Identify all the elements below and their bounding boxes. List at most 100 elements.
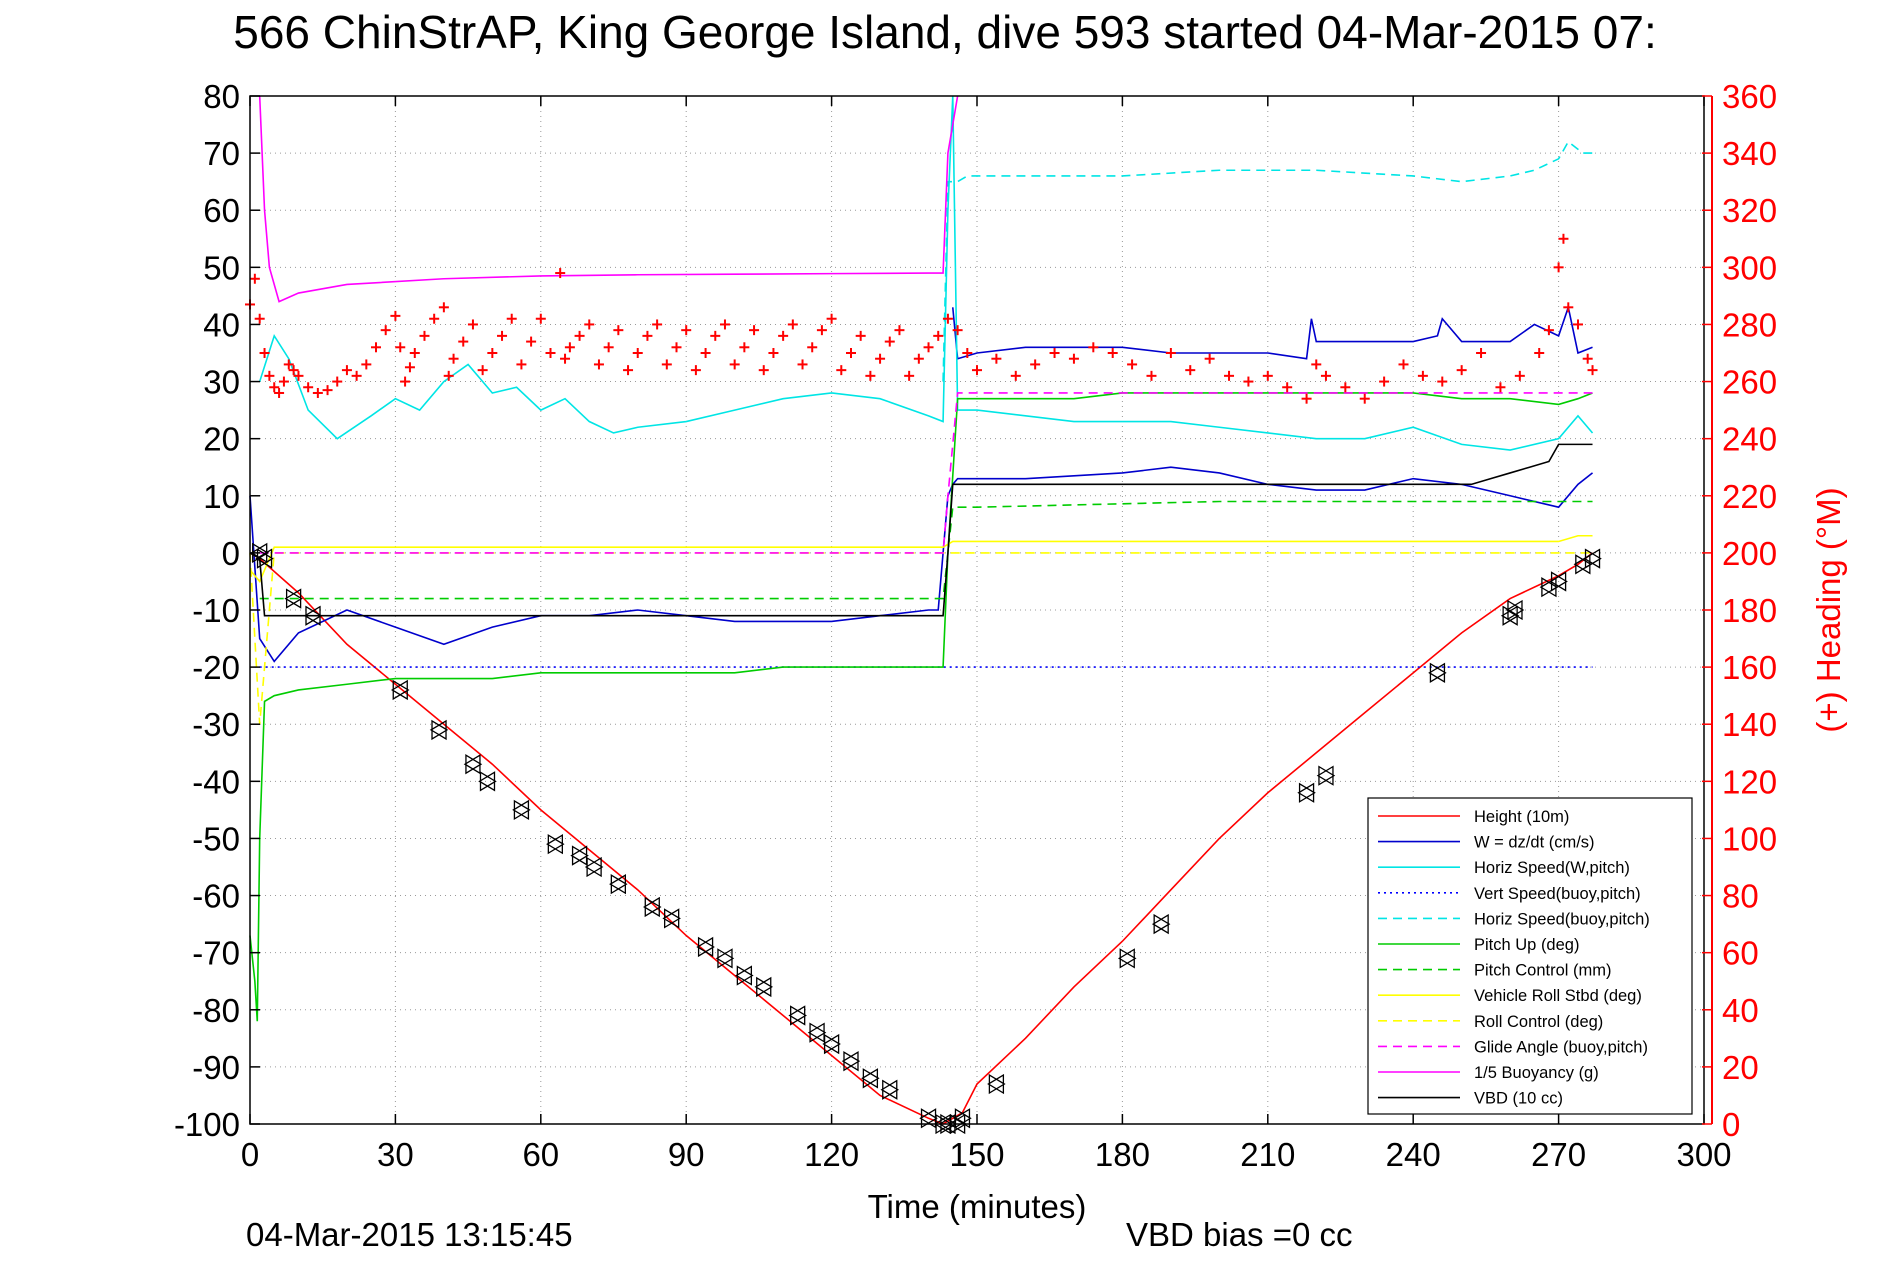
series-line-pitch-control-mm — [259, 500, 1593, 600]
position-marker-back — [609, 873, 626, 895]
y2-tick-label: 260 — [1722, 364, 1777, 401]
heading-point — [322, 385, 333, 396]
position-marker-back — [284, 588, 302, 609]
position-marker-back — [662, 908, 680, 929]
heading-point — [1301, 393, 1312, 404]
vbd-bias-label: VBD bias =0 cc — [1126, 1216, 1353, 1253]
heading-point — [807, 342, 818, 353]
position-marker-back — [570, 845, 588, 866]
heading-point — [303, 382, 314, 393]
position-marker-back — [512, 799, 530, 821]
heading-point — [371, 342, 382, 353]
position-marker-back — [1505, 599, 1523, 621]
heading-point — [361, 359, 372, 370]
series-line-glide-angle-buoy-pitch — [259, 392, 1593, 554]
y2-tick-label: 280 — [1722, 306, 1777, 343]
heading-point — [1543, 325, 1554, 336]
y2-tick-label: 80 — [1722, 878, 1759, 915]
heading-point — [1320, 370, 1331, 381]
heading-point — [341, 365, 352, 376]
heading-point — [467, 319, 478, 330]
heading-point — [429, 313, 440, 324]
heading-point — [1582, 353, 1593, 364]
heading-point — [574, 330, 585, 341]
heading-point — [845, 348, 856, 358]
heading-point — [1572, 319, 1583, 330]
heading-point — [1437, 376, 1448, 387]
heading-point — [1010, 370, 1021, 381]
heading-point — [1558, 233, 1569, 244]
heading-point — [1553, 262, 1564, 273]
heading-point — [1340, 382, 1351, 393]
heading-point — [942, 313, 953, 324]
right-y-axis-label: (+) Heading (°M) — [1810, 487, 1847, 732]
y-tick-label: 50 — [203, 249, 240, 286]
series-lines — [249, 95, 1594, 1125]
y2-tick-label: 300 — [1722, 249, 1777, 286]
series-line-vbd-10-cc — [249, 443, 1593, 617]
heading-point — [739, 342, 750, 353]
legend-label: Pitch Up (deg) — [1474, 936, 1579, 954]
heading-point — [962, 348, 973, 358]
position-marker-back — [735, 965, 753, 986]
heading-point — [904, 370, 915, 381]
legend-label: W = dz/dt (cm/s) — [1474, 834, 1595, 852]
position-marker-back — [754, 976, 772, 998]
position-marker-back — [1117, 948, 1135, 969]
x-axis-label: Time (minutes) — [868, 1188, 1087, 1225]
y2-tick-label: 40 — [1722, 992, 1759, 1029]
position-marker-back — [987, 1073, 1005, 1095]
heading-point — [1282, 382, 1293, 393]
heading-point — [855, 330, 866, 341]
heading-point — [1088, 342, 1099, 353]
heading-point — [681, 325, 692, 336]
position-marker-back — [1428, 662, 1446, 683]
y-tick-label: 10 — [203, 478, 240, 515]
heading-point — [545, 348, 556, 358]
y2-tick-label: 100 — [1722, 820, 1777, 857]
heading-point — [249, 273, 260, 284]
heading-point — [264, 370, 275, 381]
position-marker-back — [880, 1079, 898, 1100]
legend-label: Pitch Control (mm) — [1474, 962, 1612, 980]
heading-point — [1107, 348, 1118, 358]
heading-point — [593, 359, 604, 370]
position-marker-back — [478, 771, 496, 792]
y-tick-label: -80 — [192, 992, 240, 1029]
heading-point — [497, 330, 508, 341]
position-marker-back — [1549, 571, 1567, 592]
heading-point — [671, 342, 682, 353]
heading-point — [1146, 370, 1157, 381]
x-tick-label: 150 — [949, 1136, 1004, 1173]
heading-markers — [245, 233, 1598, 404]
position-marker-back — [953, 1108, 971, 1129]
y-tick-label: -40 — [192, 763, 240, 800]
y-tick-label: 80 — [203, 78, 240, 115]
series-line-horiz-speed-buoy-pitch — [942, 140, 1593, 382]
y2-tick-label: 180 — [1722, 592, 1777, 629]
heading-point — [661, 359, 672, 370]
heading-point — [1398, 359, 1409, 370]
y-tick-label: 20 — [203, 421, 240, 458]
heading-point — [729, 359, 740, 370]
heading-point — [269, 382, 280, 393]
y-tick-label: 30 — [203, 364, 240, 401]
heading-point — [991, 353, 1002, 364]
legend-label: Horiz Speed(W,pitch) — [1474, 859, 1630, 877]
heading-point — [749, 325, 760, 336]
heading-point — [700, 348, 711, 358]
heading-point — [1049, 348, 1060, 358]
position-marker-back — [841, 1051, 859, 1072]
heading-point — [894, 325, 905, 336]
x-tick-label: 30 — [377, 1136, 414, 1173]
position-marker-back — [715, 948, 733, 969]
heading-point — [400, 376, 411, 387]
heading-point — [1359, 393, 1370, 404]
heading-point — [1379, 376, 1390, 387]
heading-point — [1534, 348, 1545, 358]
series-line-horiz-speed-w-pitch — [258, 95, 1594, 451]
timestamp-label: 04-Mar-2015 13:15:45 — [246, 1216, 573, 1253]
y-tick-label: -70 — [192, 935, 240, 972]
heading-point — [652, 319, 663, 330]
y2-tick-label: 20 — [1722, 1049, 1759, 1086]
